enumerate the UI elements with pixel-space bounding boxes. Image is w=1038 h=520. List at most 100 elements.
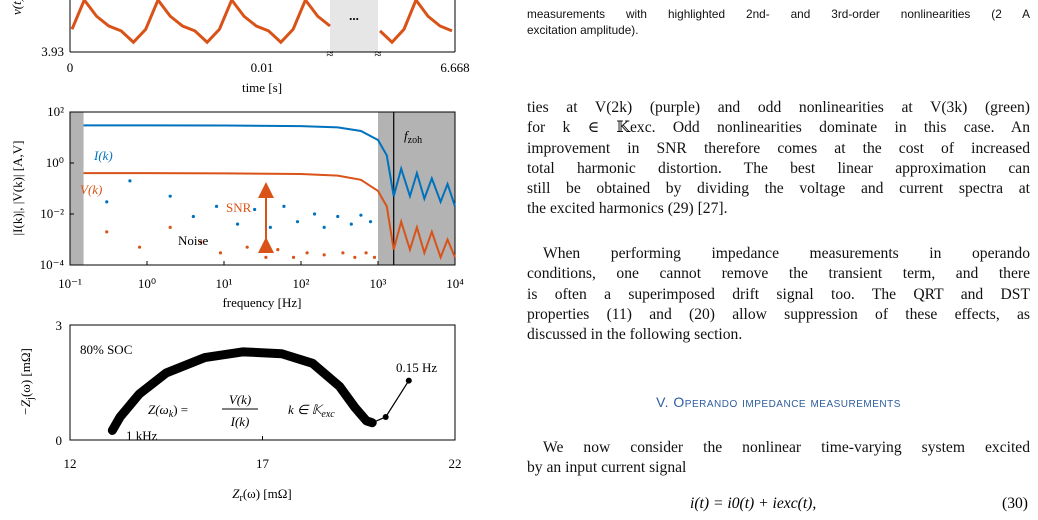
noise-point [214, 204, 219, 208]
text-line: measurements with highlighted 2nd- and 3… [527, 7, 1030, 21]
text-line: When performing impedance measurements i… [543, 245, 1030, 262]
noise-point [322, 225, 326, 229]
noise-point [253, 207, 257, 212]
formula-text: Z(ωk) = [148, 402, 188, 420]
spectrum-line [83, 124, 456, 207]
y-tick-label: 10⁻⁴ [40, 257, 65, 272]
noise-point [336, 214, 340, 219]
y-axis-label: |I(k)|, |V(k)| [A,V] [10, 141, 25, 236]
x-tick-label: 10² [293, 276, 310, 291]
waveform [378, 0, 453, 45]
formula-numerator: V(k) [229, 392, 251, 407]
shaded-range [70, 112, 84, 265]
y-tick-label: 10⁻² [40, 206, 64, 221]
noise-point [105, 200, 109, 204]
text-line: still be obtained by dividing the voltag… [527, 180, 1030, 198]
y-tick-label: 10² [47, 104, 64, 119]
axis-break: ≈ [374, 46, 381, 61]
y-tick-label: 0 [56, 433, 63, 448]
text-line: We now consider the nonlinear time-varyi… [543, 439, 1030, 456]
impedance-point [369, 419, 376, 426]
text-line: for k ∈ 𝕂exc. Odd nonlinearities dominat… [527, 119, 1030, 137]
x-tick-label: 6.668 [440, 60, 469, 75]
text-line: properties (11) and (20) allow suppressi… [527, 305, 1030, 323]
annotation: 80% SOC [80, 342, 132, 357]
text-line: the excited harmonics (29) [27]. [527, 200, 728, 218]
x-axis-label: frequency [Hz] [222, 295, 301, 310]
spectrum-line [83, 172, 456, 261]
impedance-tail [371, 379, 410, 424]
impedance-arc [107, 347, 377, 435]
y-tick-label: 3.93 [41, 44, 64, 59]
paragraph: When performing impedance measurements i… [527, 244, 1030, 345]
noise-point [312, 212, 317, 216]
figure: ≈ ≈ ... v(t) 3.93 0 0.01 6.668 time [s] … [9, 0, 470, 504]
x-tick-label: 22 [449, 456, 462, 471]
noise-point [368, 220, 373, 224]
y-axis-label: v(t) [9, 0, 24, 15]
noise-point [282, 204, 286, 208]
annotation: fzoh [404, 128, 422, 146]
x-tick-label: 10⁻¹ [58, 276, 82, 291]
text-line: discussed in the following section. [527, 326, 743, 344]
noise-point [322, 253, 326, 257]
series-label: I(k) [93, 148, 113, 163]
annotation: 0.15 Hz [396, 360, 437, 375]
shaded-range [378, 112, 455, 265]
x-tick-label: 10³ [370, 276, 387, 291]
noise-point [105, 230, 109, 234]
annotation: 1 kHz [126, 428, 158, 443]
break-label: ... [349, 8, 359, 23]
formula-denominator: I(k) [230, 414, 250, 429]
annotation: Noise [178, 233, 209, 248]
formula: Z(ωk) = V(k) I(k) k ∈ 𝕂exc [148, 392, 335, 429]
x-tick-label: 17 [256, 456, 270, 471]
text-line: total harmonic distortion. The best line… [527, 159, 1030, 177]
noise-point [291, 255, 296, 259]
formula-set: k ∈ 𝕂exc [288, 402, 335, 420]
x-axis-label: Zr(ω) [mΩ] [232, 486, 291, 504]
noise-point [353, 255, 357, 259]
noise-point [364, 251, 368, 255]
x-axis-label: time [s] [242, 80, 282, 95]
x-tick-label: 10⁴ [446, 276, 464, 291]
noise-point [128, 179, 132, 183]
noise-point [349, 222, 353, 226]
equation-number: (30) [1002, 495, 1028, 512]
text-line: by an input current signal [527, 459, 687, 477]
break-region [330, 0, 378, 52]
axis-break: ≈ [326, 46, 333, 61]
noise-point [372, 255, 377, 259]
impedance-point [382, 414, 389, 420]
noise-point [137, 245, 142, 249]
y-tick-label: 10⁰ [46, 155, 64, 170]
y-tick-label: 3 [56, 318, 63, 333]
noise-point [235, 222, 240, 226]
axis-frame [69, 111, 456, 266]
noise-point [245, 245, 249, 249]
text-line: excitation amplitude). [527, 23, 639, 37]
paragraph: We now consider the nonlinear time-varyi… [527, 438, 1030, 479]
impedance-point [405, 377, 412, 384]
noise-point [168, 194, 172, 198]
noise-point [199, 240, 203, 244]
x-tick-label: 10⁰ [138, 276, 156, 291]
x-tick-label: 0.01 [251, 60, 274, 75]
x-tick-label: 12 [64, 456, 77, 471]
waveform [70, 0, 331, 45]
caption: measurements with highlighted 2nd- and 3… [527, 6, 1030, 38]
noise-point [295, 220, 300, 224]
noise-point [305, 251, 309, 255]
text-line: conditions, one cannot remove the transi… [527, 265, 1030, 283]
section-heading: V. Operando impedance measurements [656, 394, 901, 410]
annotation: SNR [226, 200, 252, 215]
noise-point [276, 248, 280, 252]
paragraph: ties at V(2k) (purple) and odd nonlinear… [527, 98, 1030, 220]
noise-point [268, 225, 272, 229]
text-line: ties at V(2k) (purple) and odd nonlinear… [527, 99, 1030, 116]
x-tick-label: 10¹ [216, 276, 233, 291]
noise-point [264, 255, 268, 259]
text-line: improvement in SNR therefore comes at th… [527, 139, 1030, 157]
x-tick-label: 0 [67, 60, 74, 75]
